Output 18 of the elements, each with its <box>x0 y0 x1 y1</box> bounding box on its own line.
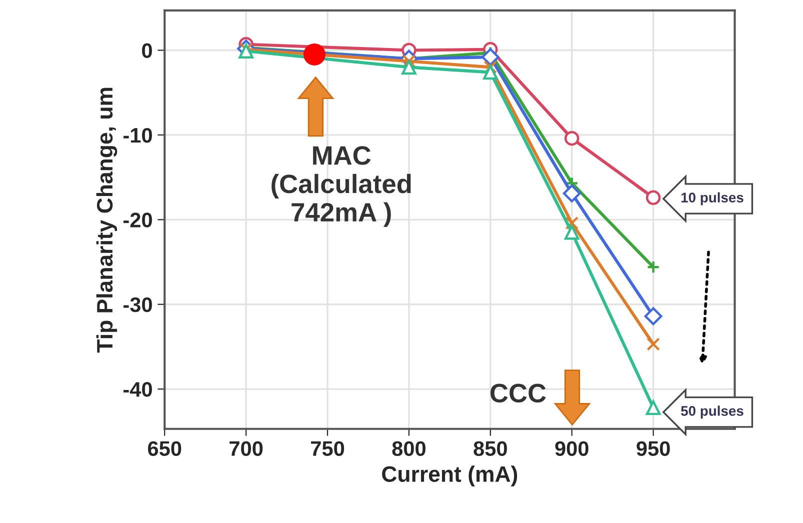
y-tick-label: -10 <box>124 128 152 143</box>
x-tick-label: 850 <box>474 441 507 456</box>
x-tick-label: 950 <box>636 441 670 456</box>
x-tick-label: 650 <box>148 441 182 456</box>
annotation: 50 pulses <box>681 406 744 419</box>
y-tick-label: 0 <box>142 43 152 58</box>
annotation: 10 pulses <box>681 192 744 206</box>
y-axis-title: Tip Planarity Change, um <box>96 88 118 353</box>
y-tick-label: -20 <box>124 212 152 228</box>
annotation: MAC (Calculated 742mA ) <box>272 146 411 227</box>
x-tick-label: 900 <box>555 441 588 456</box>
x-tick-label: 800 <box>392 441 426 456</box>
x-tick-label: 750 <box>311 441 344 456</box>
y-tick-label: -30 <box>124 297 152 312</box>
x-tick-label: 700 <box>230 441 263 456</box>
y-tick-label: -40 <box>124 382 152 397</box>
annotation: CCC <box>490 384 546 402</box>
x-axis-title: Current (mA) <box>382 466 518 486</box>
